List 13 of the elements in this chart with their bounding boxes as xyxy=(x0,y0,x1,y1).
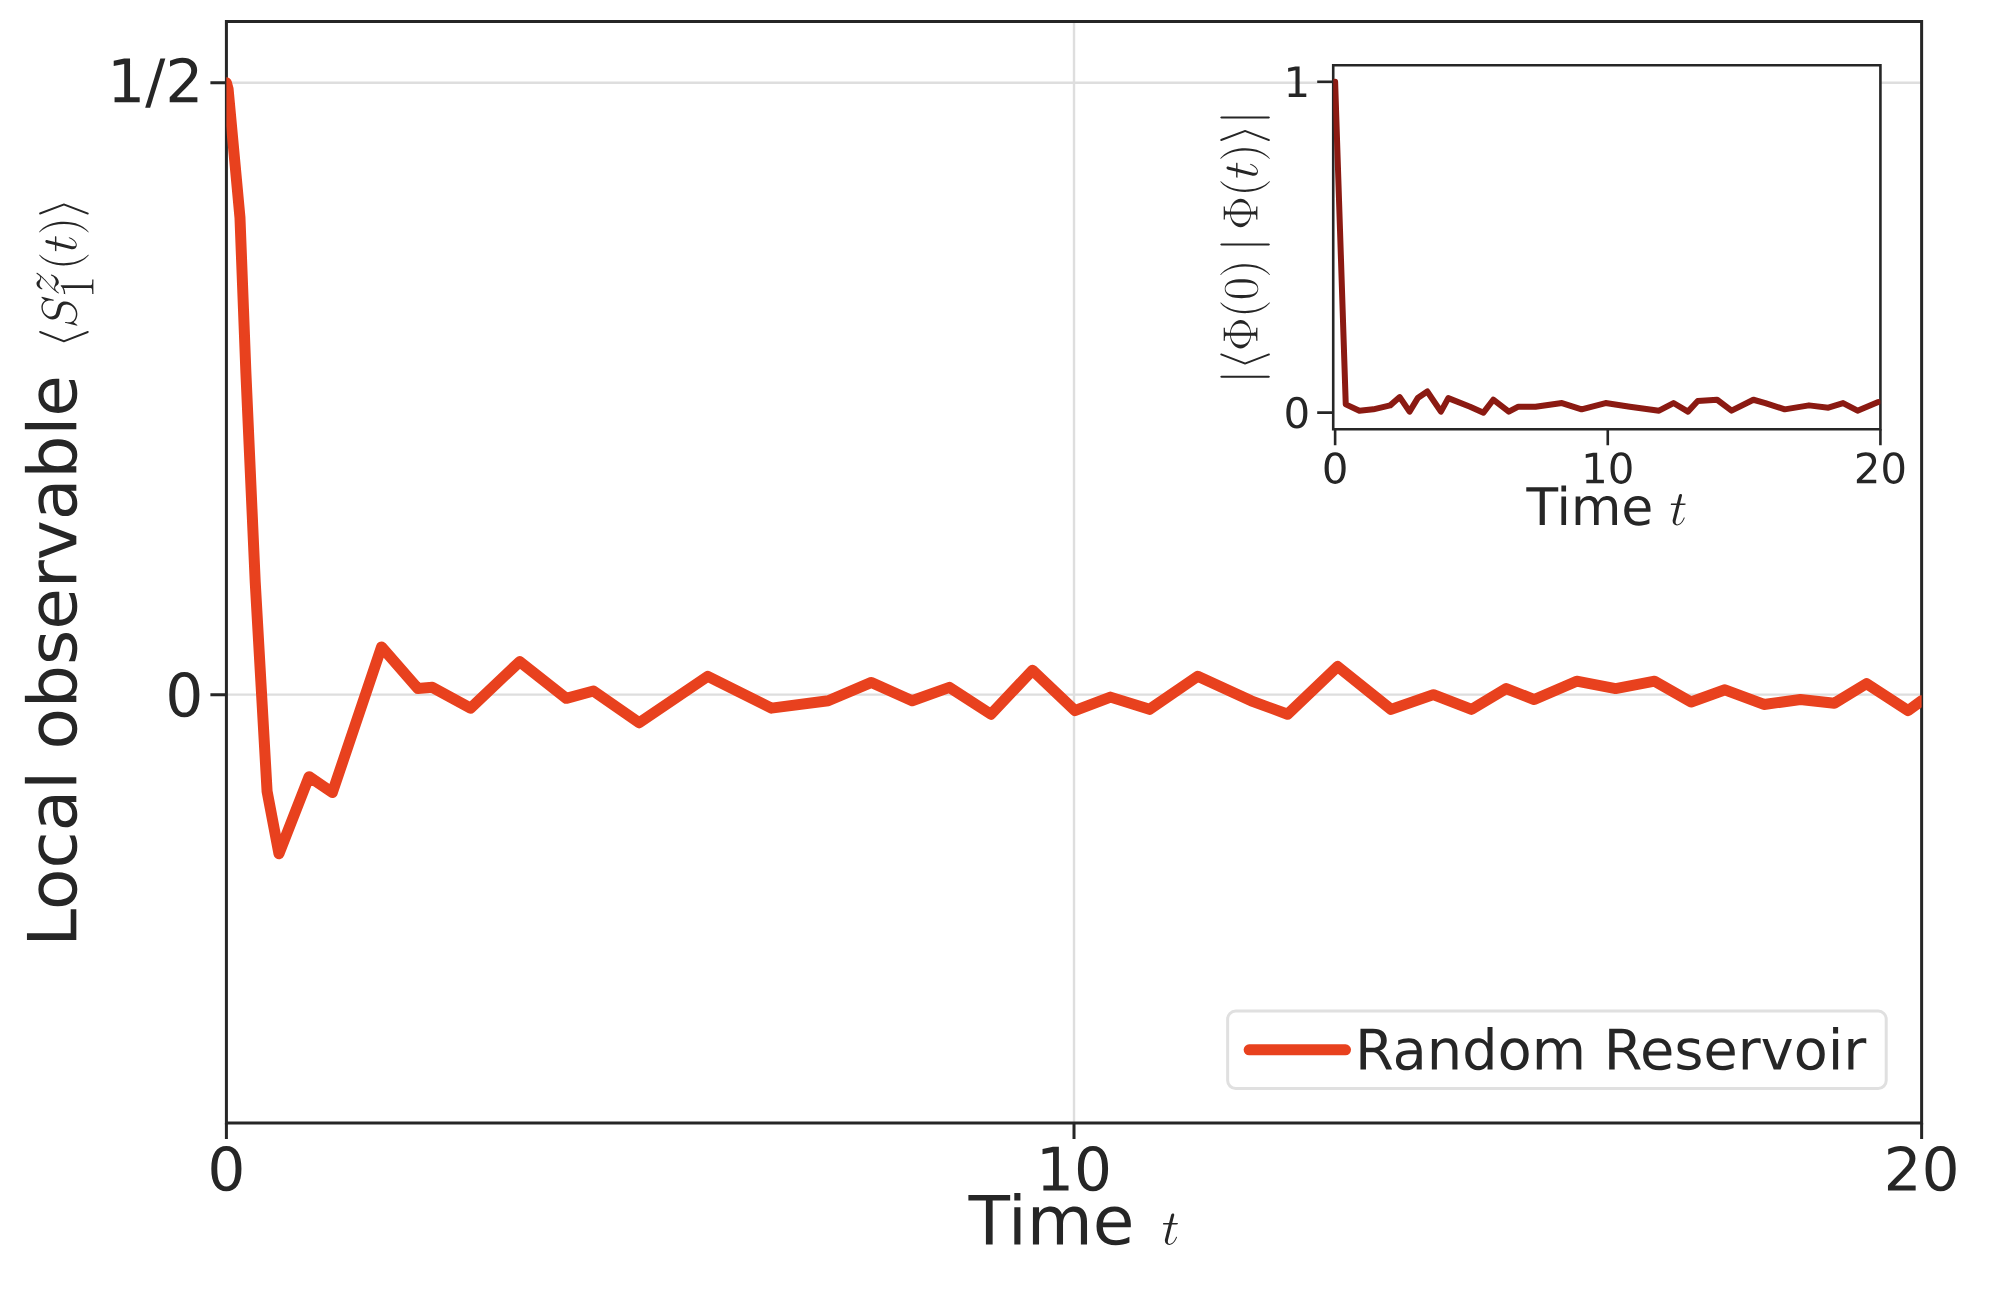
x-tick-label: 0 xyxy=(1324,452,1346,484)
x-tick-label: 20 xyxy=(1887,1146,1956,1192)
x-axis-title: $\mbox{Time}\ t$ xyxy=(1526,485,1686,526)
x-tick-label: 20 xyxy=(1856,452,1905,484)
x-tick-label: 10 xyxy=(1585,452,1632,484)
y-axis-title: $\mbox{Local observable}\;\;\langle S^z_1(t)\rangle$ xyxy=(24,203,94,941)
x-tick-label: 10 xyxy=(1042,1146,1109,1192)
legend-label: Random Reservoir xyxy=(1360,1027,1867,1071)
y-tick-label: 1 xyxy=(1288,66,1307,97)
x-tick-label: 0 xyxy=(211,1146,242,1192)
x-axis-title: $\mbox{Time}\;\; t$ xyxy=(968,1192,1178,1246)
y-axis-title: $|\langle\Phi(0)\,|\,\Phi(t)\rangle|$ xyxy=(1220,116,1270,378)
y-tick-label: 1/2 xyxy=(113,57,198,108)
